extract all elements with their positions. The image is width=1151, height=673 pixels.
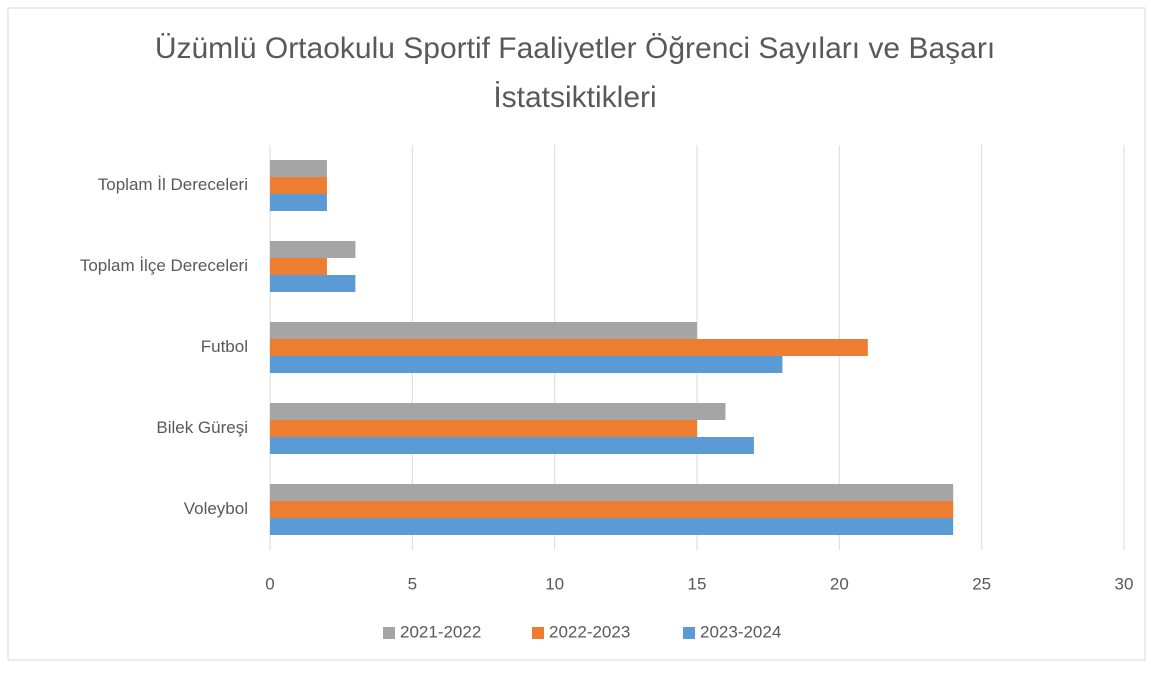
legend-swatch (532, 627, 544, 639)
legend-label: 2022-2023 (549, 622, 630, 641)
bar (270, 420, 697, 437)
x-tick-label: 30 (1115, 574, 1134, 593)
chart-title: Üzümlü Ortaokulu Sportif Faaliyetler Öğr… (154, 32, 996, 114)
legend-swatch (383, 627, 395, 639)
x-tick-label: 25 (972, 574, 991, 593)
bar (270, 177, 327, 194)
x-tick-label: 20 (830, 574, 849, 593)
x-tick-label: 5 (408, 574, 417, 593)
bar (270, 339, 868, 356)
y-tick-label: Toplam İl Dereceleri (98, 175, 248, 194)
bar (270, 258, 327, 275)
bar (270, 275, 356, 292)
bar (270, 160, 327, 177)
chart-border (7, 7, 1146, 661)
y-tick-label: Bilek Güreşi (156, 418, 248, 437)
bar (270, 194, 327, 211)
x-tick-label: 0 (265, 574, 274, 593)
x-tick-label: 15 (688, 574, 707, 593)
y-tick-label: Futbol (201, 337, 248, 356)
bar (270, 356, 783, 373)
legend-label: 2023-2024 (700, 622, 781, 641)
bar (270, 437, 754, 454)
bar (270, 484, 954, 501)
legend-swatch (683, 627, 695, 639)
x-tick-label: 10 (545, 574, 564, 593)
legend-label: 2021-2022 (400, 622, 481, 641)
y-tick-label: Voleybol (184, 499, 248, 518)
bar (270, 501, 954, 518)
y-tick-label: Toplam İlçe Dereceleri (80, 256, 248, 275)
bar (270, 518, 954, 535)
bar (270, 241, 356, 258)
bar (270, 403, 726, 420)
bar (270, 322, 697, 339)
